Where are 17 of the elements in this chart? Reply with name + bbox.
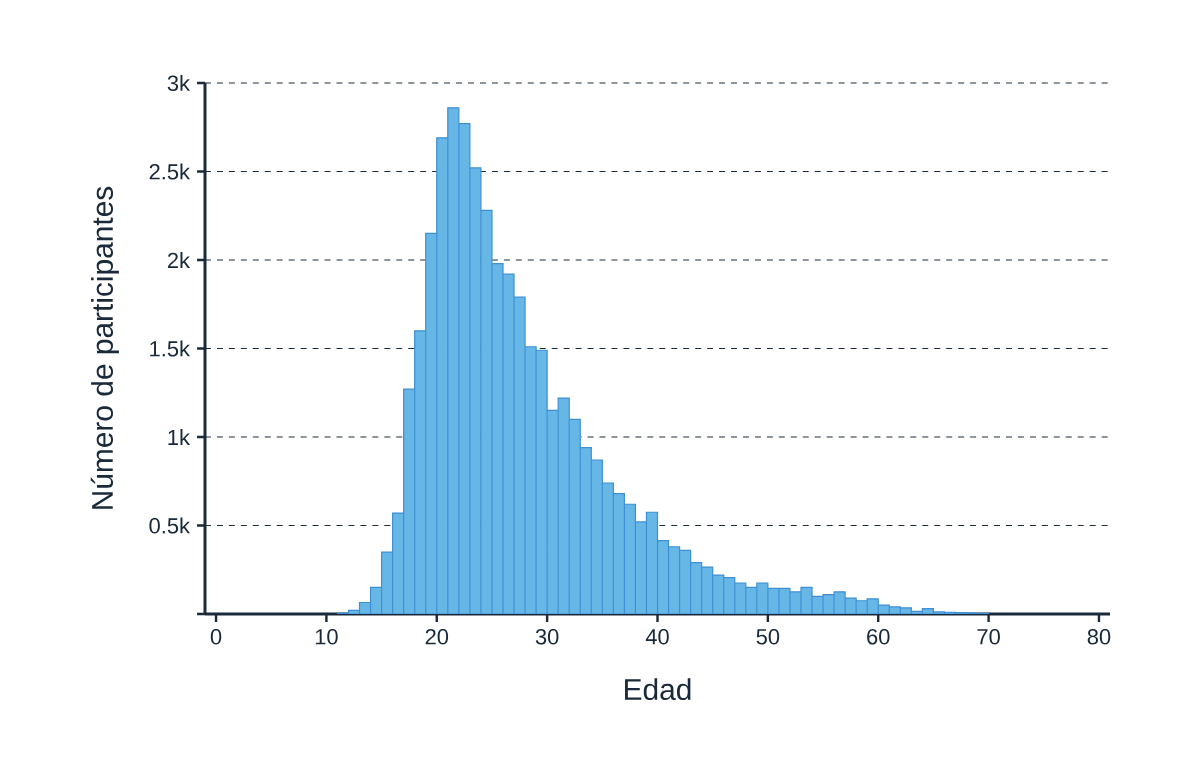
x-tick-label: 60 [867, 629, 890, 645]
y-tick-label: 0.5k [149, 517, 191, 534]
x-tick-label: 30 [535, 629, 559, 645]
y-tick-label: 3k [167, 74, 191, 92]
y-axis-title: Número de participantes [90, 186, 119, 509]
x-tick-label: 50 [756, 629, 780, 645]
x-tick-label: 20 [425, 629, 449, 645]
x-tick-label: 40 [645, 629, 669, 645]
x-tick-label: 80 [1087, 629, 1111, 645]
y-tick-label: 2.5k [149, 163, 191, 180]
y-tick-label: 2k [167, 252, 191, 268]
x-tick-label: 70 [977, 629, 1000, 645]
y-tick-label: 1k [168, 429, 191, 445]
x-tick-label: 10 [315, 629, 338, 645]
x-axis-title: Edad [625, 678, 691, 701]
y-tick-label: 1.5k [150, 340, 191, 357]
x-tick-label: 0 [210, 629, 222, 645]
